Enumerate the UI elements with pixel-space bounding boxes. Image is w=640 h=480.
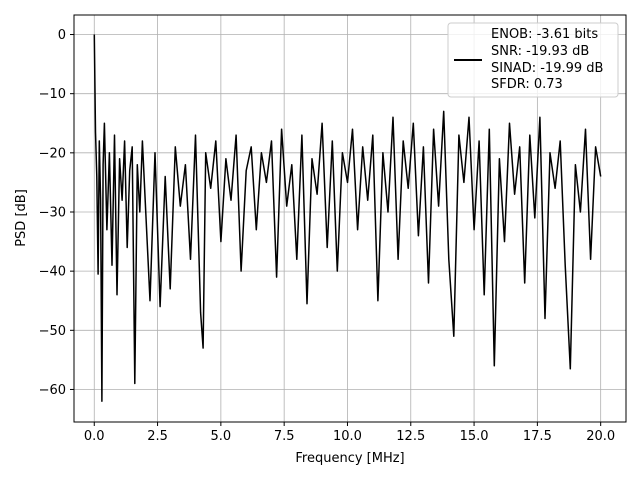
x-tick-label: 0.0 xyxy=(84,429,105,444)
x-tick-label: 2.5 xyxy=(147,429,168,444)
y-axis-ticks: 0 −10 −20 −30 −40 −50 −60 xyxy=(39,28,74,398)
x-tick-label: 12.5 xyxy=(396,429,425,444)
legend: ENOB: -3.61 bits SNR: -19.93 dB SINAD: -… xyxy=(447,22,619,98)
x-tick-label: 10.0 xyxy=(333,429,362,444)
y-tick-label: −50 xyxy=(39,324,66,339)
x-tick-label: 15.0 xyxy=(460,429,489,444)
y-tick-label: −40 xyxy=(39,265,66,280)
y-tick-label: −20 xyxy=(39,146,66,161)
y-tick-label: −10 xyxy=(39,87,66,102)
psd-line xyxy=(93,34,602,403)
x-axis-label: Frequency [MHz] xyxy=(295,451,404,466)
x-tick-label: 17.5 xyxy=(523,429,552,444)
y-tick-label: −60 xyxy=(39,383,66,398)
x-tick-label: 20.0 xyxy=(586,429,615,444)
x-tick-label: 7.5 xyxy=(274,429,295,444)
y-tick-label: −30 xyxy=(39,205,66,220)
legend-snr: SNR: -19.93 dB xyxy=(491,44,589,59)
y-tick-label: 0 xyxy=(58,28,66,43)
psd-series xyxy=(93,34,602,403)
x-tick-label: 5.0 xyxy=(211,429,232,444)
legend-enob: ENOB: -3.61 bits xyxy=(491,27,598,42)
legend-sfdr: SFDR: 0.73 xyxy=(491,77,563,92)
legend-sinad: SINAD: -19.99 dB xyxy=(491,61,603,76)
y-axis-label: PSD [dB] xyxy=(14,189,29,247)
plot-frame xyxy=(73,14,627,423)
x-axis-ticks: 0.0 2.5 5.0 7.5 10.0 12.5 15.0 17.5 20.0 xyxy=(84,422,615,444)
legend-box xyxy=(447,22,619,98)
